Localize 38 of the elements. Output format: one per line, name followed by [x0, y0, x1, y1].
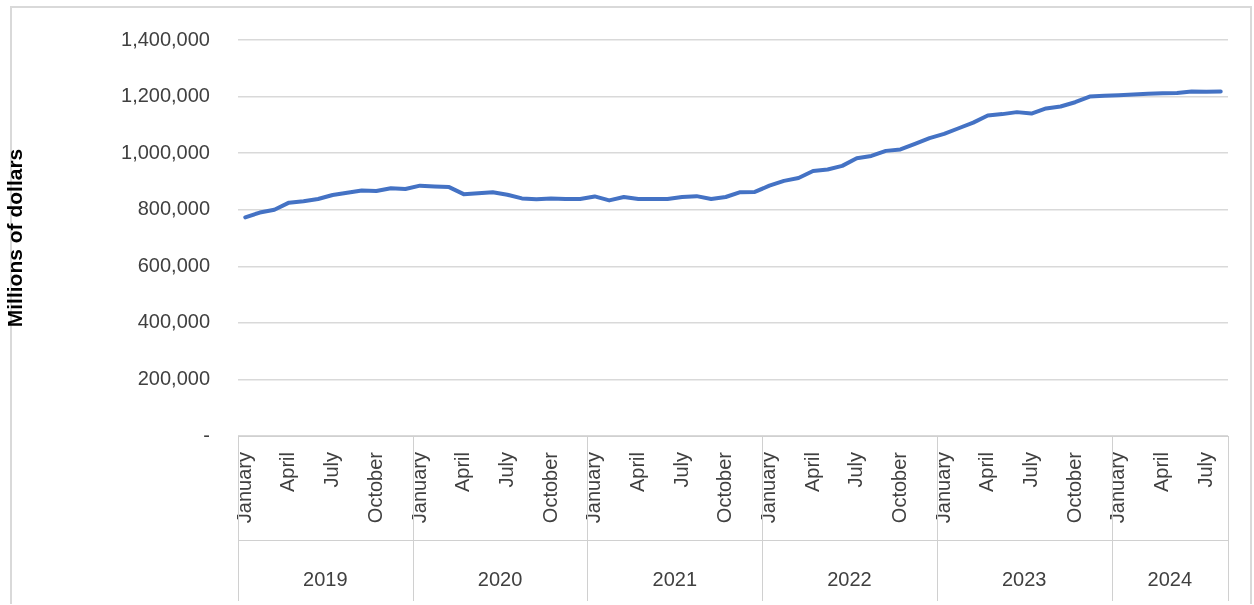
text: 2024 — [1147, 567, 1193, 590]
x-tick-label: January — [232, 452, 255, 524]
x-tick-label: July — [494, 452, 517, 488]
text: 2021 — [652, 567, 698, 590]
x-tick-label: April — [975, 452, 998, 493]
x-tick-label: October — [363, 451, 386, 524]
x-tick-label: October — [1062, 451, 1085, 524]
text: 2023 — [1001, 567, 1047, 590]
y-tick-label: 1,200,000 — [121, 84, 210, 107]
x-tick-label: April — [800, 452, 823, 493]
x-tick-label: April — [276, 452, 299, 493]
x-tick-label: October — [713, 451, 736, 524]
y-tick-label: 1,000,000 — [121, 140, 210, 163]
y-axis-title: Millions of dollars — [3, 148, 27, 328]
x-tick-label: October — [538, 451, 561, 524]
x-tick-label: July — [844, 452, 867, 488]
x-tick-label: January — [1106, 452, 1129, 524]
x-tick-label: July — [1193, 452, 1216, 488]
text: 2022 — [827, 567, 872, 590]
y-tick-label: 600,000 — [137, 253, 210, 276]
x-tick-label: July — [1018, 452, 1041, 488]
text: 2019 — [303, 567, 348, 590]
x-tick-label: January — [931, 452, 954, 524]
text: 2020 — [477, 567, 523, 590]
x-tick-label: July — [669, 452, 692, 488]
x-tick-label: April — [451, 452, 474, 493]
x-tick-label: April — [625, 452, 648, 493]
y-tick-label: - — [203, 423, 210, 446]
y-tick-label: 200,000 — [137, 366, 210, 389]
x-tick-label: January — [756, 452, 779, 524]
x-tick-label: October — [887, 451, 910, 524]
x-tick-label: January — [582, 452, 605, 524]
x-tick-label: January — [407, 452, 430, 524]
x-tick-label: July — [320, 452, 343, 488]
y-tick-label: 400,000 — [137, 310, 210, 333]
x-tick-label: April — [1150, 452, 1172, 493]
y-tick-label: 800,000 — [137, 197, 210, 220]
y-tick-label: 1,400,000 — [121, 27, 210, 50]
